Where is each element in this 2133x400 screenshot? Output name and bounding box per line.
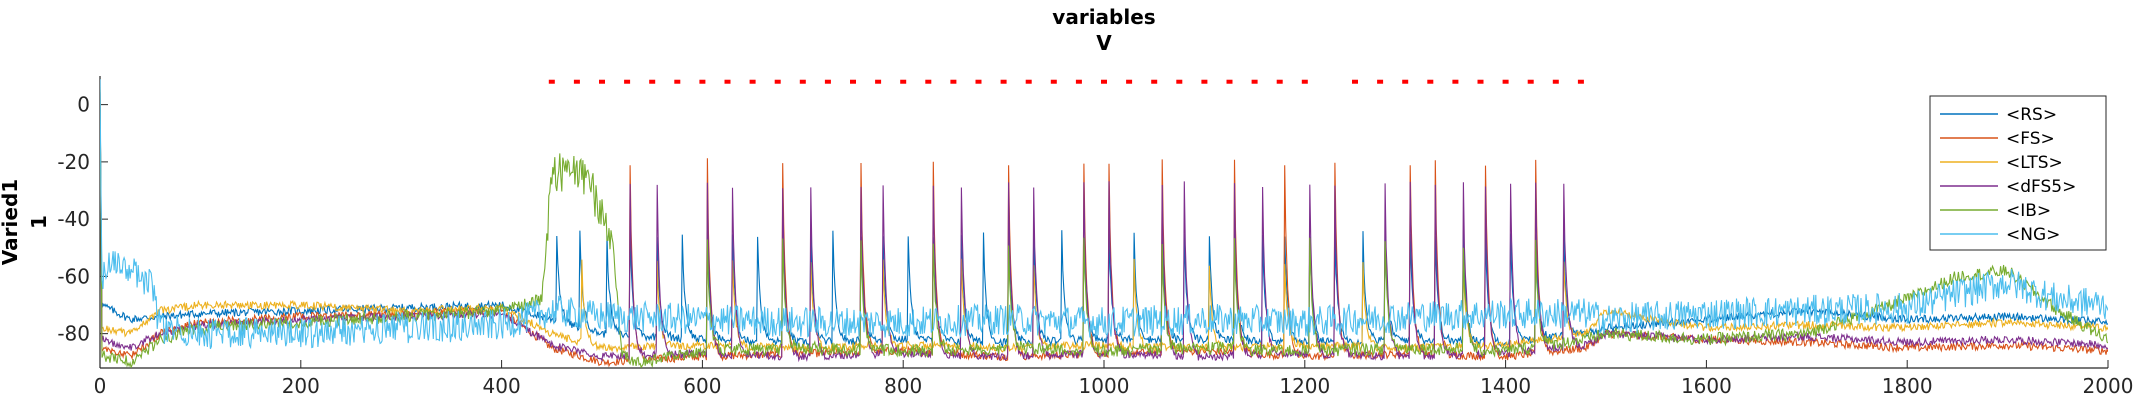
stimulus-marker xyxy=(1502,79,1509,84)
x-tick-label: 800 xyxy=(884,374,922,398)
legend: <RS> <FS> <LTS> <dFS5> <IB> <NG> xyxy=(1929,95,2107,251)
x-tick-label: 2000 xyxy=(2083,374,2133,398)
stimulus-marker xyxy=(1427,79,1434,84)
stimulus-marker xyxy=(1527,79,1534,84)
legend-label: <dFS5> xyxy=(2006,177,2076,197)
stimulus-marker xyxy=(1402,79,1409,84)
legend-label: <FS> xyxy=(2006,129,2055,149)
stimulus-marker xyxy=(1301,79,1308,84)
y-tick-label: 0 xyxy=(77,93,90,117)
stimulus-marker xyxy=(724,79,731,84)
stimulus-marker xyxy=(573,79,580,84)
stimulus-marker xyxy=(1477,79,1484,84)
y-tick-label: -20 xyxy=(57,150,90,174)
x-tick-label: 400 xyxy=(483,374,521,398)
stimulus-marker xyxy=(1577,79,1584,84)
stimulus-marker xyxy=(548,79,555,84)
stimulus-marker xyxy=(1452,79,1459,84)
stimulus-marker xyxy=(850,79,856,84)
stimulus-marker xyxy=(1201,79,1208,84)
x-tick-label: 1800 xyxy=(1882,374,1933,398)
stimulus-marker xyxy=(950,79,957,84)
stimulus-marker xyxy=(624,79,631,84)
stimulus-marker xyxy=(774,79,781,84)
x-tick-label: 1400 xyxy=(1480,374,1531,398)
stimulus-marker xyxy=(699,79,706,84)
x-tick-label: 1200 xyxy=(1279,374,1330,398)
stimulus-marker xyxy=(1352,79,1358,84)
legend-box xyxy=(1929,95,2107,251)
stimulus-marker xyxy=(824,79,831,84)
legend-label: <NG> xyxy=(2006,225,2060,245)
series-group xyxy=(100,79,2108,368)
stimulus-marker xyxy=(1000,79,1007,84)
stimulus-marker xyxy=(1126,79,1133,84)
stimulus-marker xyxy=(1151,79,1158,84)
x-tick-label: 0 xyxy=(94,374,107,398)
stimulus-marker xyxy=(1176,79,1183,84)
stimulus-marker xyxy=(749,79,756,84)
y-tick-label: -60 xyxy=(57,264,90,288)
stimulus-marker xyxy=(1552,79,1559,84)
legend-label: <IB> xyxy=(2006,201,2051,221)
stimulus-marker xyxy=(1276,79,1283,84)
stimulus-marker xyxy=(875,79,882,84)
stimulus-marker xyxy=(1251,79,1258,84)
y-tick-label: -80 xyxy=(57,322,90,346)
chart-title: variables xyxy=(1052,5,1155,29)
stimulus-marker xyxy=(649,79,656,84)
stimulus-marker xyxy=(1377,79,1384,84)
chart-subtitle: V xyxy=(1096,31,1112,55)
stimulus-marker xyxy=(1226,79,1233,84)
y-axis-label-line2: 1 xyxy=(27,215,51,229)
stimulus-marker xyxy=(900,79,907,84)
stimulus-marker xyxy=(1075,79,1082,84)
stimulus-marker xyxy=(674,79,681,84)
series-line-2 xyxy=(100,87,2108,354)
x-tick-label: 600 xyxy=(683,374,721,398)
stimulus-marker xyxy=(925,79,932,84)
y-tick-label: -40 xyxy=(57,207,90,231)
series-line-4 xyxy=(100,89,2108,368)
stimulus-marker xyxy=(975,79,982,84)
stimulus-marker xyxy=(799,79,806,84)
legend-label: <LTS> xyxy=(2006,153,2063,173)
y-axis-label: Varied1 xyxy=(0,179,22,265)
series-line-5 xyxy=(100,79,2108,350)
x-tick-label: 1600 xyxy=(1681,374,1732,398)
stimulus-marker xyxy=(1050,79,1057,84)
stimulus-marker xyxy=(1101,79,1107,84)
stimulus-marker xyxy=(599,79,605,84)
stimulus-marker xyxy=(1025,79,1032,84)
x-tick-label: 200 xyxy=(282,374,320,398)
x-tick-label: 1000 xyxy=(1079,374,1130,398)
legend-label: <RS> xyxy=(2006,105,2057,125)
